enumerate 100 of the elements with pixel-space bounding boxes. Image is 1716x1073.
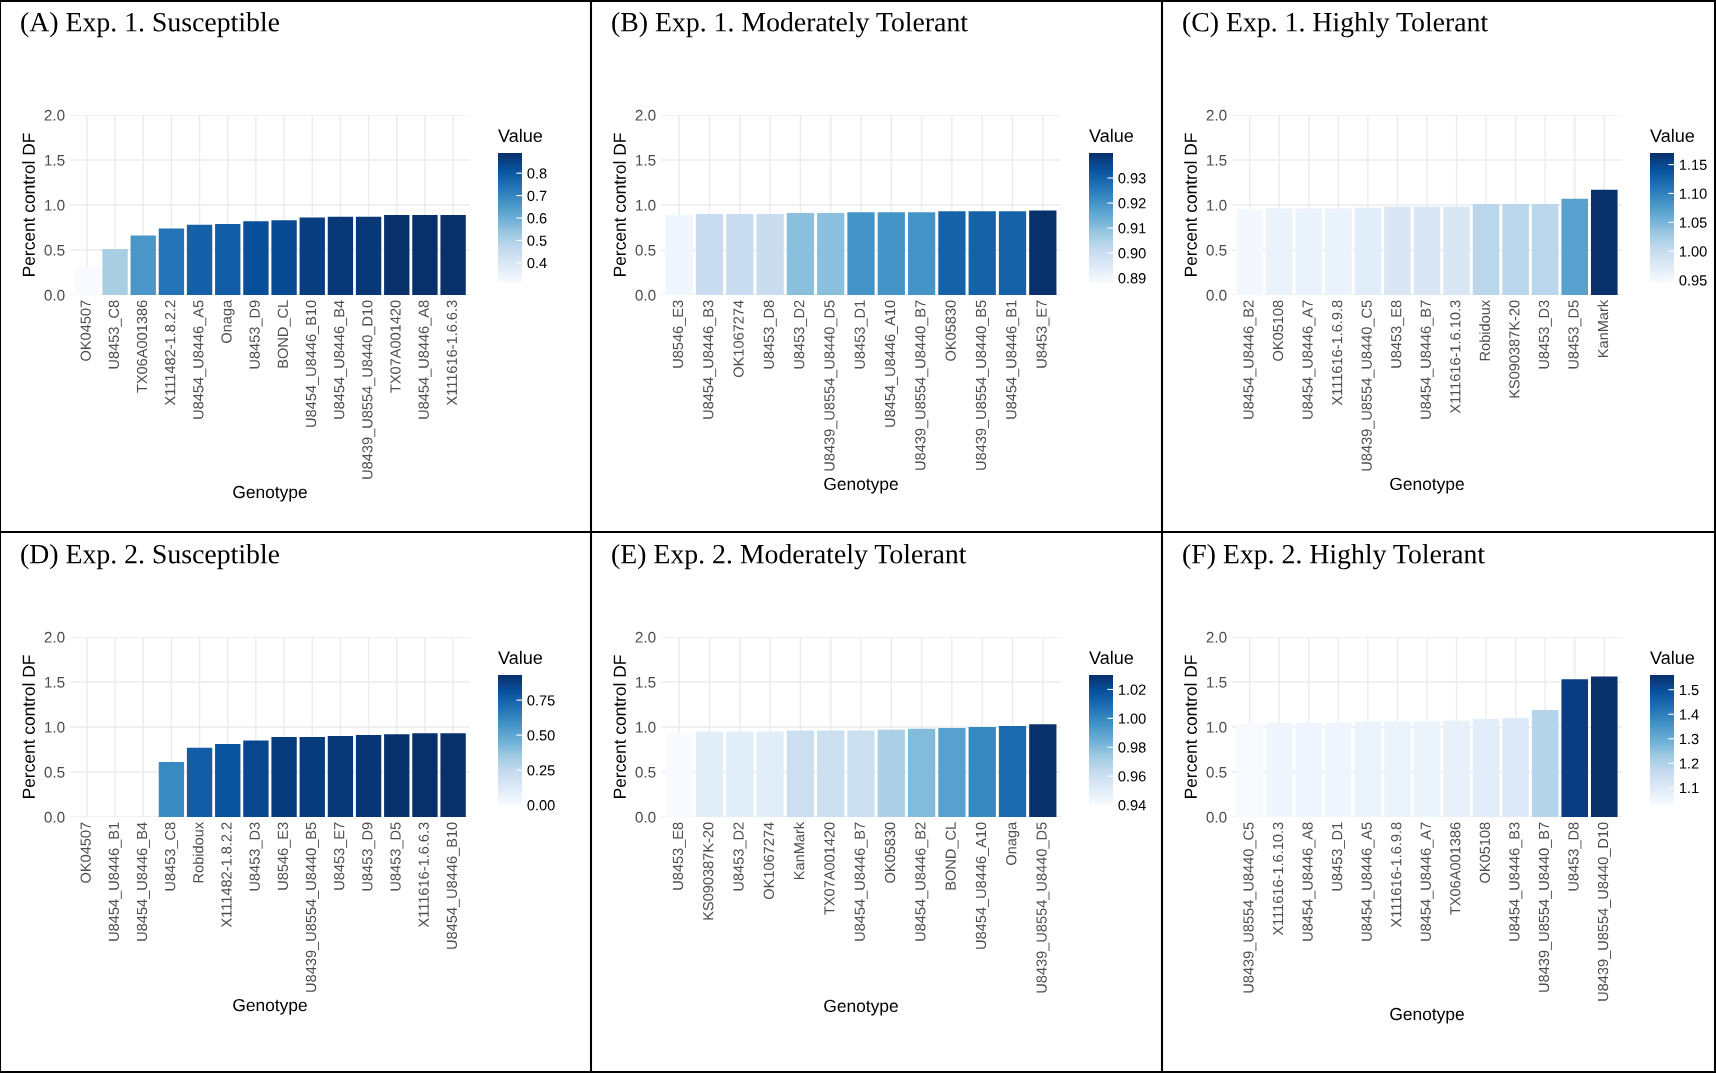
x-tick-label: X111616-1.6.10.3 [1272,822,1284,936]
x-tick-label: OK04507 [80,300,91,361]
color-bar-label: 1.05 [1679,217,1707,228]
color-bar-title: Value [498,650,543,665]
x-tick-label: TX07A001420 [824,822,835,915]
x-tick-label: U8439_U8554_U8440_B7 [915,300,929,470]
y-tick-label: 1.0 [45,721,65,733]
x-tick-label: KanMark [793,821,805,880]
x-tick-label: U8454_U8446_A7 [1302,300,1316,419]
x-axis-title: Genotype [824,999,898,1016]
y-tick-label: 0.0 [635,289,656,301]
x-tick-label: U8454_U8446_A10 [884,300,898,427]
y-tick-label: 0.5 [1206,244,1227,256]
bar [1354,207,1382,295]
color-bar-label: 1.5 [1679,684,1699,696]
color-bar-title: Value [1089,650,1134,665]
x-tick-label: OK04507 [80,822,91,883]
color-bar-label: 0.50 [527,730,555,741]
y-axis-title: Percent control DF [22,133,35,276]
x-tick-label: U8453_E7 [1036,300,1050,368]
bar [847,730,875,817]
x-tick-label: U8453_D5 [1568,300,1582,369]
y-tick-label: 2.0 [635,631,656,643]
y-tick-label: 1.0 [1207,721,1227,733]
color-bar-label: 0.93 [1118,173,1146,184]
x-tick-label: U8453_D2 [733,822,747,891]
bar [1561,198,1589,295]
x-tick-label: X111616-1.6.6.3 [418,822,429,928]
bar [1384,206,1411,295]
bar [1590,676,1618,817]
bar [215,223,241,295]
bar [412,733,438,817]
x-tick-label: U8453_D2 [793,300,808,369]
x-tick-label: U8439_U8554_U8440_C5 [1243,822,1257,993]
bar [158,762,185,817]
bar [998,726,1027,817]
x-tick-label: U8454_U8446_B1 [1006,300,1020,419]
bar [726,731,754,817]
x-tick-label: U8454_U8446_A5 [193,300,207,419]
x-tick-label: TX06A001386 [1450,822,1461,915]
y-tick-label: 1.5 [45,677,65,688]
color-bar-label: 1.3 [1679,733,1699,745]
bar [1413,206,1441,295]
x-tick-label: U8453_C8 [165,822,179,891]
color-bar-label: 1.02 [1118,684,1146,695]
y-tick-label: 2.0 [44,631,65,643]
x-tick-label: U8454_U8446_B3 [1509,822,1523,941]
bar [1502,718,1529,817]
color-bar-label: 0.92 [1118,198,1146,209]
x-tick-label: U8439_U8554_U8440_D10 [1597,822,1611,1001]
x-tick-label: X111616-1.6.10.3 [1450,300,1461,414]
x-tick-label: U8454_U8446_B10 [305,300,319,427]
x-tick-label: BOND_CL [277,300,291,368]
color-bar-label: 1.00 [1118,713,1146,724]
y-tick-label: 0.5 [1206,766,1227,778]
x-tick-label: U8454_U8446_A10 [975,822,989,949]
x-tick-label: U8454_U8446_A7 [1420,822,1434,941]
y-tick-label: 0.0 [44,811,65,823]
y-axis-title: Percent control DF [22,655,35,798]
bar [299,217,325,295]
x-axis-title: Genotype [233,998,307,1015]
bar [243,221,269,295]
x-tick-label: U8439_U8554_U8440_B5 [305,822,319,992]
bar [243,740,269,817]
bar [327,216,354,295]
x-tick-label: U8454_U8446_A8 [418,300,432,419]
y-axis-title: Percent control DF [613,133,626,276]
x-tick-label: U8454_U8446_A8 [1302,822,1316,941]
x-tick-label: U8454_U8446_B7 [854,822,868,941]
x-tick-label: U8454_U8446_B2 [1243,300,1257,419]
x-tick-label: U8439_U8554_U8440_D10 [362,300,376,479]
x-tick-label: U8454_U8446_B3 [703,300,717,419]
x-tick-label: BOND_CL [945,822,959,890]
color-bar-title: Value [1650,128,1695,143]
y-tick-label: 1.0 [45,199,65,211]
y-tick-label: 0.0 [635,811,656,823]
x-tick-label: U8454_U8446_B4 [136,822,150,941]
bar [1561,679,1589,817]
x-tick-label: OK05108 [1272,300,1284,361]
bar [1502,204,1529,295]
bar [186,224,213,295]
y-tick-label: 0.5 [635,244,656,256]
bar [877,729,905,817]
x-tick-label: U8546_E3 [672,300,686,368]
color-bar-label: 0.5 [527,235,547,246]
x-tick-label: U8454_U8446_B1 [108,822,122,941]
x-tick-label: Onaga [221,299,235,343]
y-tick-label: 1.0 [636,721,656,733]
y-tick-label: 0.5 [635,766,656,778]
color-bar-label: 0.6 [527,213,547,224]
chart-title: (F) Exp. 2. Highly Tolerant [1183,544,1485,570]
x-tick-label: TX06A001386 [136,300,148,393]
color-bar-label: 0.00 [527,800,555,811]
chart-title: (E) Exp. 2. Moderately Tolerant [612,544,967,570]
y-tick-label: 2.0 [635,109,656,121]
x-tick-label: U8453_D8 [1568,822,1582,891]
x-tick-label: X111616-1.6.9.8 [1391,822,1402,928]
x-tick-label: U8453_D3 [249,822,263,891]
color-bar-label: 0.89 [1118,273,1146,284]
bar [440,733,466,817]
